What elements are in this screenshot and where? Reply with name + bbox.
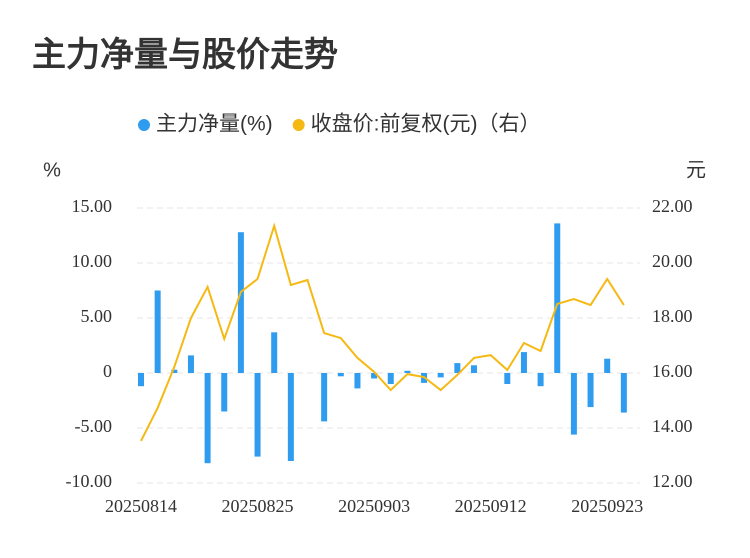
bar [471,365,477,373]
y-tick-label: 15.00 [72,196,113,216]
bar [604,358,611,373]
y2-tick-label: 14.00 [652,416,693,436]
bar [404,370,411,373]
x-tick-label: 20250814 [105,496,177,516]
bar [138,373,144,387]
bar [620,373,627,413]
bar [520,352,527,373]
x-tick-label: 20250912 [455,496,527,516]
bar [187,355,194,373]
bar [221,373,228,412]
bar [537,373,544,387]
x-tick-label: 20250903 [338,496,410,516]
y-tick-label: 0 [103,361,112,381]
y-tick-label: -5.00 [75,416,113,436]
bar [171,369,178,373]
bar [504,373,511,384]
bar [321,373,328,422]
bar [154,290,161,373]
bar [237,232,244,373]
bar [387,373,394,384]
bar [254,373,261,457]
bar [570,373,577,435]
y2-axis-unit: 元 [686,159,706,181]
legend-label: 收盘价:前复权(元)（右） [311,113,541,136]
legend-label: 主力净量(%) [156,113,273,136]
legend-marker [292,119,305,131]
bar [204,373,211,464]
bar [337,373,344,377]
y-tick-label: 10.00 [72,251,113,271]
legend-marker [138,119,150,131]
y-tick-label: -10.00 [66,471,113,491]
bar [554,223,561,373]
y2-tick-label: 20.00 [652,251,693,271]
y-tick-label: 5.00 [81,306,113,326]
y2-tick-label: 12.00 [652,471,693,491]
y2-tick-label: 18.00 [652,306,693,326]
x-tick-label: 20250825 [222,496,294,516]
bar [437,373,444,378]
bar [454,363,461,373]
bar [587,373,594,408]
x-tick-label: 20250923 [571,496,643,516]
y-axis-unit: % [43,159,61,181]
y2-tick-label: 22.00 [652,196,693,216]
bar [371,373,378,379]
price-line [140,222,625,442]
bar [354,373,361,389]
bar [287,373,294,461]
chart-title: 主力净量与股价走势 [32,36,338,74]
y2-tick-label: 16.00 [652,361,693,381]
bar [271,332,278,373]
